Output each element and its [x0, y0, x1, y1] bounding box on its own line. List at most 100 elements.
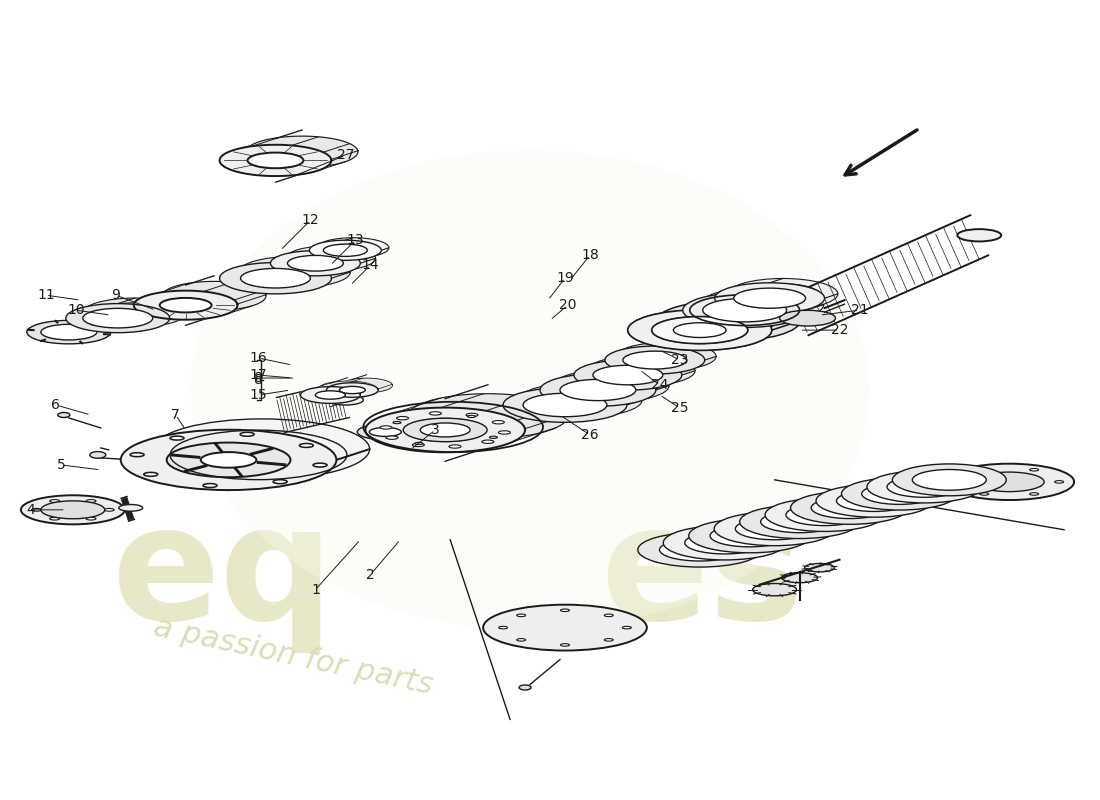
Ellipse shape	[628, 310, 771, 350]
Text: a passion for parts: a passion for parts	[151, 613, 436, 701]
Ellipse shape	[616, 342, 716, 370]
Polygon shape	[300, 386, 361, 403]
Ellipse shape	[340, 386, 365, 394]
Ellipse shape	[331, 242, 375, 254]
Ellipse shape	[220, 262, 331, 294]
Ellipse shape	[50, 500, 59, 502]
Ellipse shape	[41, 324, 97, 340]
Ellipse shape	[766, 498, 884, 531]
Ellipse shape	[715, 283, 825, 314]
Ellipse shape	[468, 415, 475, 418]
Ellipse shape	[816, 485, 933, 517]
Ellipse shape	[606, 361, 676, 381]
Ellipse shape	[498, 430, 510, 434]
Ellipse shape	[517, 614, 526, 617]
Ellipse shape	[200, 452, 256, 468]
Text: 19: 19	[557, 271, 574, 286]
Text: 26: 26	[581, 428, 598, 442]
Polygon shape	[341, 378, 393, 393]
Ellipse shape	[167, 442, 290, 478]
Ellipse shape	[1055, 481, 1064, 483]
Ellipse shape	[573, 375, 649, 396]
Ellipse shape	[100, 303, 169, 322]
Polygon shape	[246, 136, 358, 167]
Ellipse shape	[517, 638, 526, 641]
Text: 7: 7	[172, 408, 180, 422]
Text: 4: 4	[26, 503, 35, 517]
Ellipse shape	[299, 443, 314, 447]
Ellipse shape	[21, 495, 124, 524]
Ellipse shape	[604, 638, 613, 641]
Ellipse shape	[663, 526, 786, 560]
Text: 11: 11	[37, 288, 55, 302]
Ellipse shape	[780, 310, 836, 326]
Ellipse shape	[867, 470, 981, 503]
Ellipse shape	[482, 440, 494, 443]
Polygon shape	[220, 145, 331, 176]
Ellipse shape	[685, 531, 764, 554]
Ellipse shape	[239, 256, 351, 288]
Ellipse shape	[540, 374, 656, 406]
Ellipse shape	[638, 533, 761, 567]
Ellipse shape	[26, 320, 111, 344]
Ellipse shape	[714, 512, 835, 546]
Ellipse shape	[1030, 469, 1038, 471]
Ellipse shape	[379, 426, 392, 429]
Ellipse shape	[861, 483, 937, 504]
Ellipse shape	[605, 346, 705, 374]
Ellipse shape	[316, 391, 345, 399]
Ellipse shape	[652, 317, 748, 343]
Ellipse shape	[673, 322, 726, 338]
Text: 22: 22	[830, 323, 848, 337]
Ellipse shape	[519, 685, 531, 690]
Ellipse shape	[449, 445, 461, 448]
Ellipse shape	[955, 481, 964, 483]
Text: 5: 5	[56, 458, 65, 472]
Ellipse shape	[309, 240, 382, 260]
Ellipse shape	[683, 293, 806, 327]
Text: 25: 25	[671, 401, 689, 415]
Ellipse shape	[104, 509, 114, 511]
Ellipse shape	[82, 308, 153, 328]
Ellipse shape	[593, 366, 663, 385]
Ellipse shape	[154, 419, 370, 479]
Ellipse shape	[240, 432, 254, 436]
Ellipse shape	[782, 573, 817, 582]
Ellipse shape	[736, 518, 814, 540]
Ellipse shape	[302, 250, 359, 266]
Ellipse shape	[760, 511, 838, 533]
Ellipse shape	[587, 356, 695, 386]
Ellipse shape	[386, 436, 398, 439]
Text: 9: 9	[111, 288, 120, 302]
Text: 14: 14	[362, 258, 380, 272]
Ellipse shape	[119, 505, 143, 511]
Ellipse shape	[287, 255, 343, 271]
Ellipse shape	[623, 626, 631, 629]
Ellipse shape	[652, 317, 748, 343]
Polygon shape	[162, 282, 266, 310]
Text: 12: 12	[301, 214, 319, 227]
Ellipse shape	[680, 307, 777, 334]
Ellipse shape	[975, 472, 1044, 492]
Ellipse shape	[804, 563, 835, 572]
Ellipse shape	[248, 153, 304, 168]
Ellipse shape	[493, 421, 504, 424]
Ellipse shape	[260, 262, 329, 282]
Ellipse shape	[734, 288, 805, 308]
Text: 8: 8	[254, 371, 263, 385]
Text: 24: 24	[651, 378, 669, 392]
Ellipse shape	[503, 388, 627, 422]
Polygon shape	[327, 382, 378, 398]
Ellipse shape	[190, 150, 869, 630]
Ellipse shape	[90, 451, 106, 458]
Text: 23: 23	[671, 353, 689, 367]
Ellipse shape	[144, 472, 157, 476]
Polygon shape	[318, 381, 377, 398]
Polygon shape	[408, 394, 568, 438]
Text: 17: 17	[250, 368, 267, 382]
Ellipse shape	[204, 483, 217, 487]
Ellipse shape	[286, 246, 375, 271]
Ellipse shape	[381, 417, 437, 432]
Ellipse shape	[393, 422, 402, 424]
Ellipse shape	[561, 644, 570, 646]
